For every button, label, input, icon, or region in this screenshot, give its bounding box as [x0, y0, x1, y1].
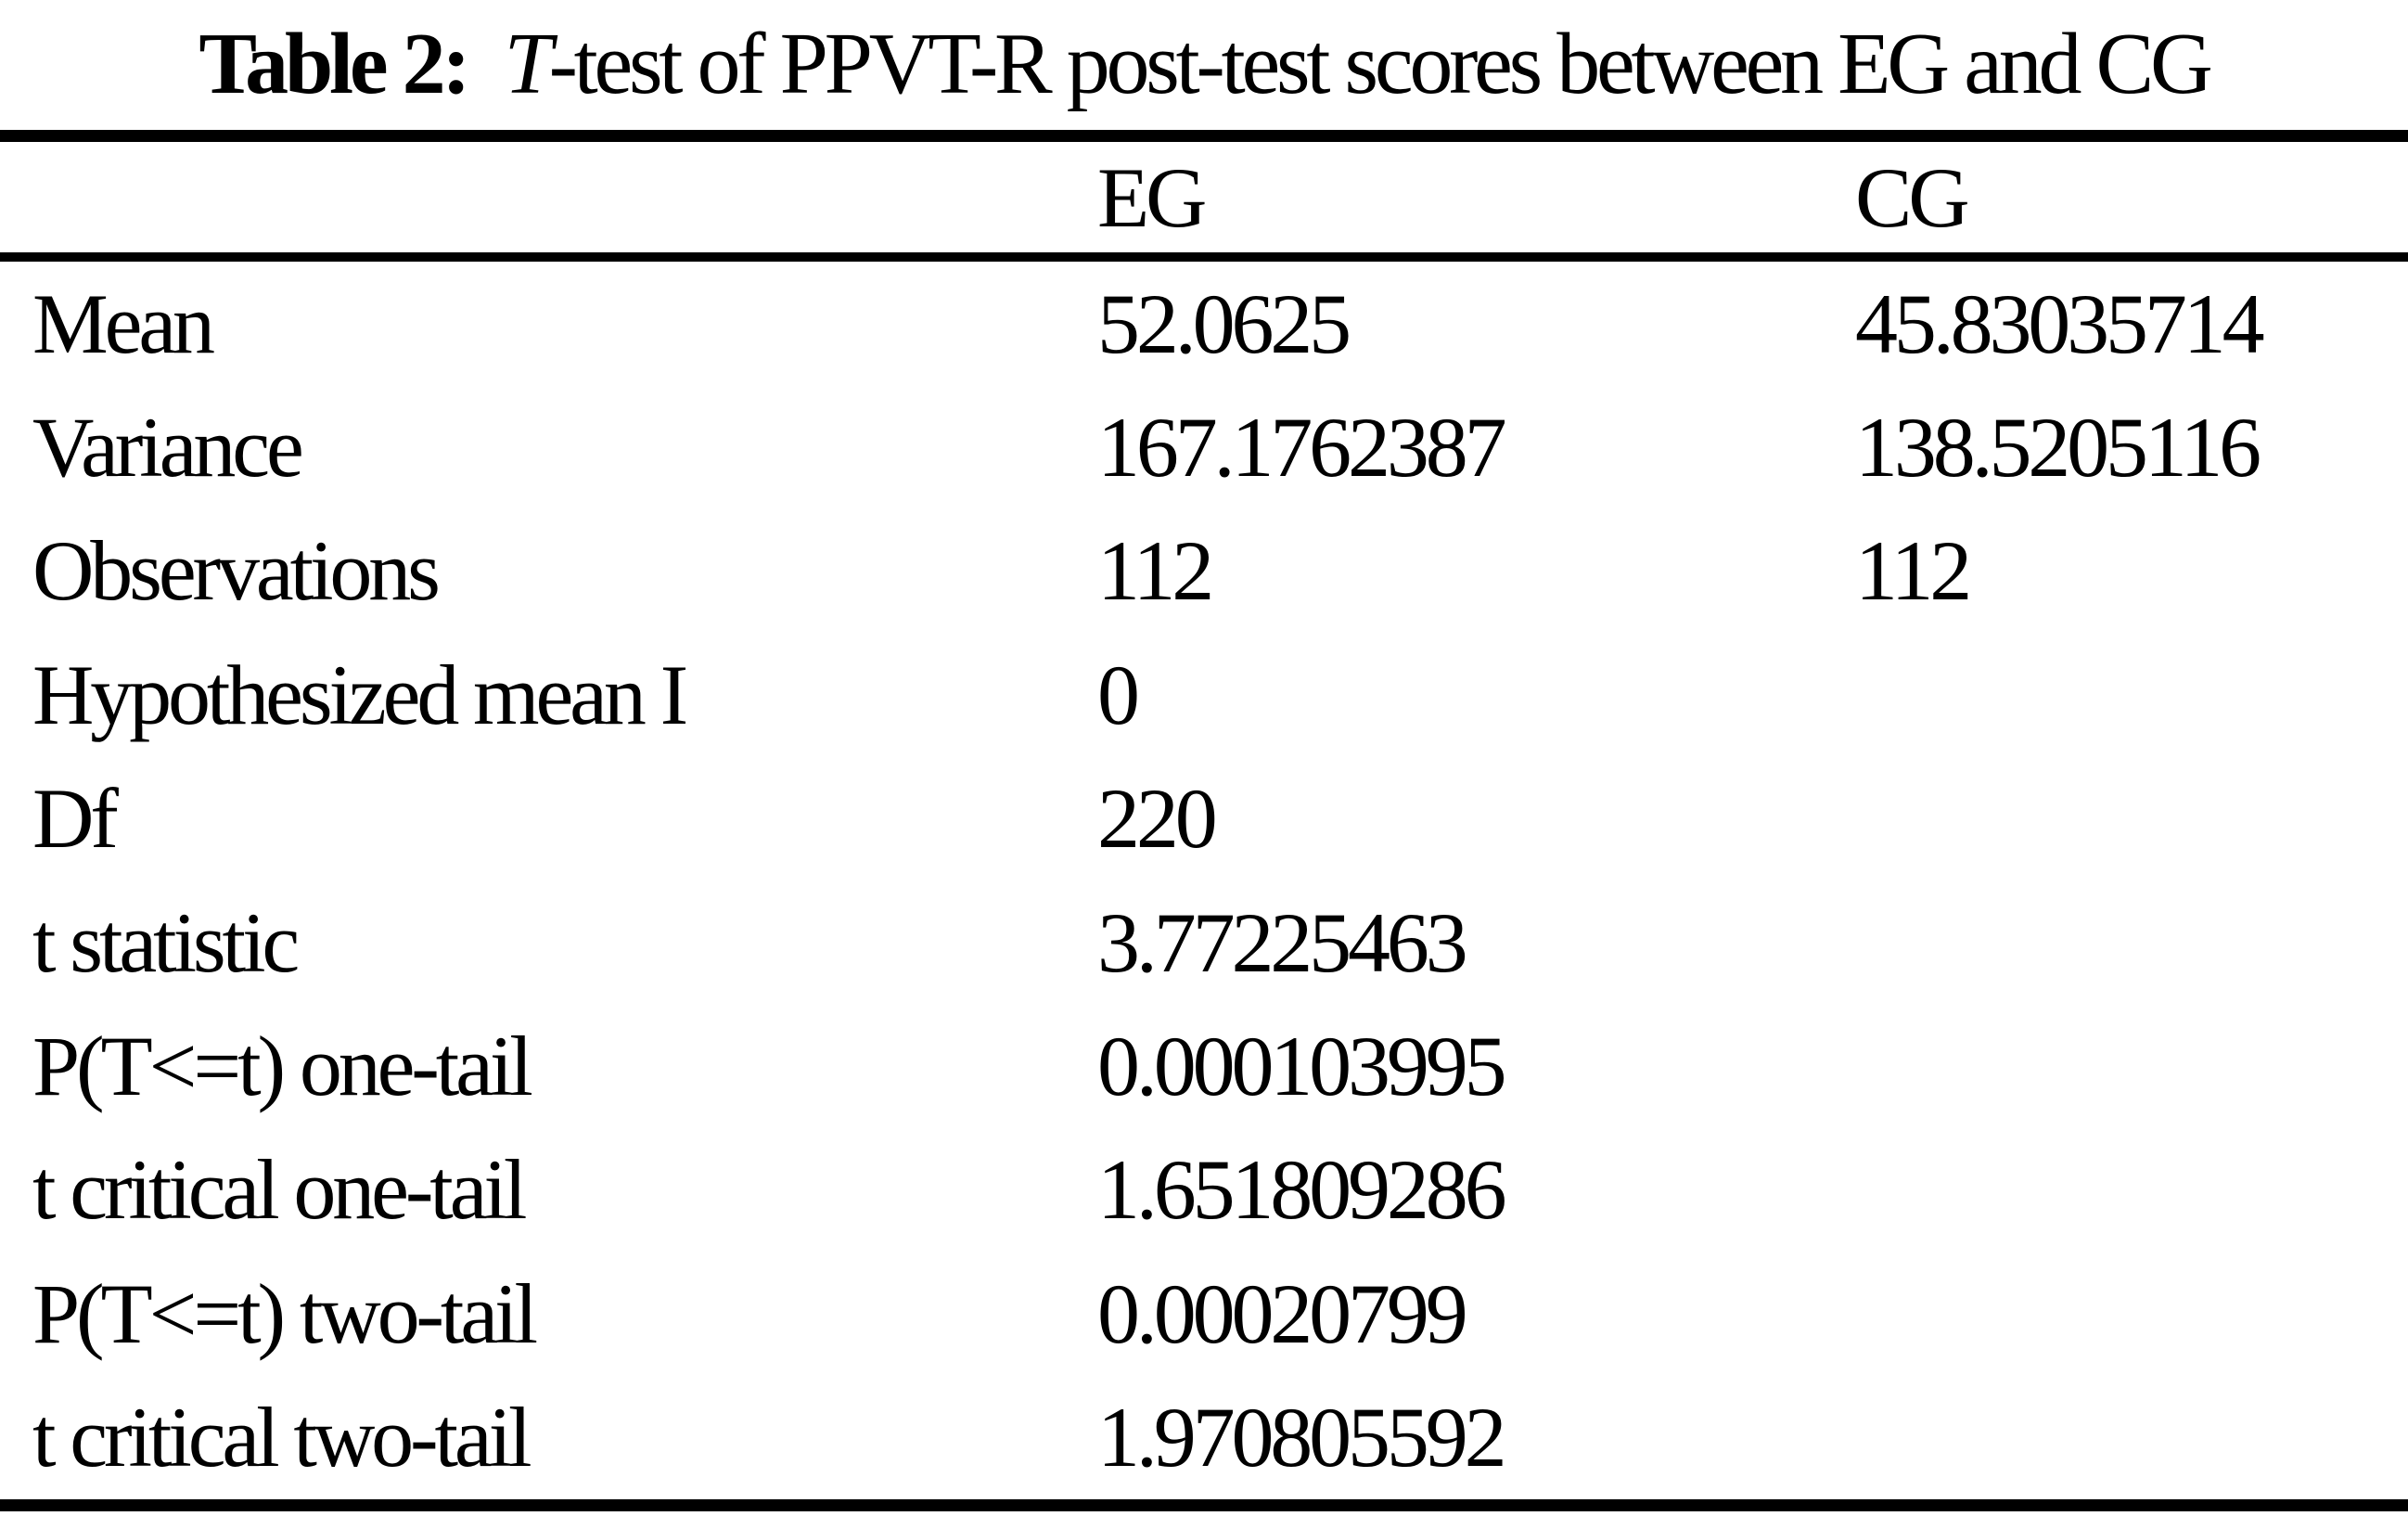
cg-value: 112 [1855, 523, 1972, 619]
table-row-hypothesized-mean: Hypothesized mean I 0 [0, 633, 2408, 756]
cg-value: 138.5205116 [1855, 400, 2261, 495]
header-cell-eg: EG [1097, 149, 1207, 245]
table-caption-italic-t: T [504, 16, 553, 112]
row-label: t critical two-tail [32, 1390, 532, 1485]
row-label: Variance [32, 400, 304, 495]
table-top-rule [0, 130, 2408, 142]
table-row-p-two-tail: P(T<=t) two-tail 0.00020799 [0, 1252, 2408, 1375]
table-row-t-critical-one-tail: t critical one-tail 1.651809286 [0, 1128, 2408, 1252]
table-row-t-critical-two-tail: t critical two-tail 1.970805592 [0, 1376, 2408, 1499]
eg-value: 112 [1097, 523, 1214, 619]
row-label: P(T<=t) one-tail [32, 1019, 533, 1114]
table-header-rule [0, 252, 2408, 262]
row-label: t statistic [32, 894, 300, 990]
table-body: Mean 52.0625 45.83035714 Variance 167.17… [0, 262, 2408, 1499]
eg-value: 1.970805592 [1097, 1390, 1507, 1485]
row-label: t critical one-tail [32, 1142, 527, 1238]
table-row-df: Df 220 [0, 757, 2408, 880]
eg-value: 0 [1097, 647, 1140, 742]
table-row-mean: Mean 52.0625 45.83035714 [0, 262, 2408, 385]
table-caption-number: Table 2: [199, 16, 470, 112]
eg-value: 167.1762387 [1097, 400, 1507, 495]
table-row-t-statistic: t statistic 3.77225463 [0, 880, 2408, 1004]
table-bottom-rule [0, 1499, 2408, 1511]
eg-value: 3.77225463 [1097, 894, 1468, 990]
row-label: Mean [32, 276, 215, 371]
row-label: P(T<=t) two-tail [32, 1265, 538, 1361]
eg-value: 0.000103995 [1097, 1019, 1507, 1114]
eg-value: 220 [1097, 771, 1218, 867]
eg-value: 1.651809286 [1097, 1142, 1507, 1238]
header-cell-cg: CG [1855, 149, 1970, 245]
table-header-row: EG CG [0, 142, 2408, 252]
table-caption: Table 2: T-test of PPVT-R post-test scor… [0, 0, 2408, 128]
cg-value: 45.83035714 [1855, 276, 2265, 371]
eg-value: 52.0625 [1097, 276, 1351, 371]
table-row-observations: Observations 112 112 [0, 509, 2408, 633]
table-row-p-one-tail: P(T<=t) one-tail 0.000103995 [0, 1004, 2408, 1127]
table-caption-title: T-test of PPVT-R post-test scores betwee… [504, 14, 2213, 114]
row-label: Observations [32, 523, 441, 619]
eg-value: 0.00020799 [1097, 1265, 1468, 1361]
table-row-variance: Variance 167.1762387 138.5205116 [0, 385, 2408, 508]
table-caption-rest: -test of PPVT-R post-test scores between… [548, 16, 2213, 112]
row-label: Df [32, 771, 119, 867]
row-label: Hypothesized mean I [32, 647, 688, 742]
